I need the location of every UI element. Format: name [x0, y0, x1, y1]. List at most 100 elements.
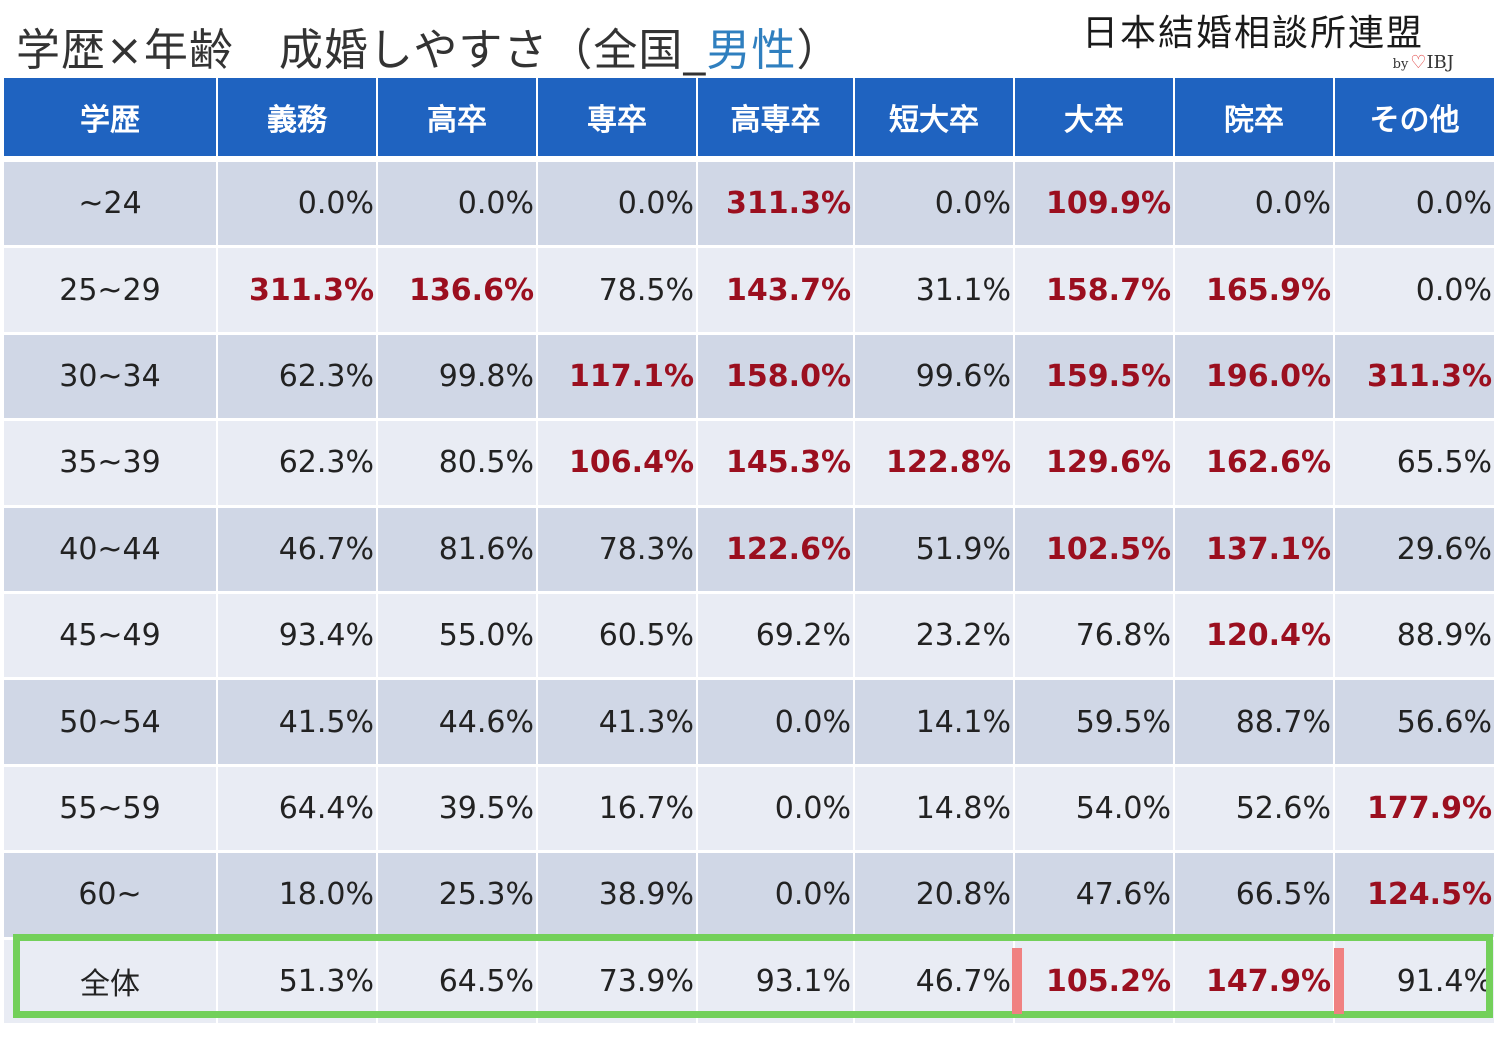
header-cell: 大卒: [1015, 78, 1175, 162]
table-cell: 145.3%: [698, 421, 855, 508]
table-cell: 88.7%: [1175, 680, 1335, 767]
row-label: 55~59: [4, 766, 218, 854]
table-cell: 143.7%: [698, 248, 855, 335]
table-cell: 124.5%: [1335, 853, 1496, 940]
table-cell: 122.6%: [698, 507, 855, 594]
row-label: 40~44: [4, 507, 218, 594]
table-cell: 80.5%: [378, 421, 538, 508]
table-cell: 311.3%: [218, 248, 378, 335]
table-cell: 0.0%: [218, 162, 378, 249]
table-cell: 62.3%: [218, 421, 378, 508]
table-cell: 44.6%: [378, 680, 538, 767]
table-cell: 38.9%: [538, 853, 698, 940]
logo-name: 日本結婚相談所連盟: [1082, 13, 1425, 54]
title-sex: 男性: [706, 25, 797, 76]
heart-icon: ♡: [1410, 52, 1427, 73]
table-cell: 78.5%: [538, 248, 698, 335]
table-cell: 99.6%: [855, 334, 1015, 422]
table-cell: 65.5%: [1335, 421, 1496, 508]
table-cell: 0.0%: [698, 853, 855, 940]
table-cell: 29.6%: [1335, 507, 1496, 594]
table-cell: 102.5%: [1015, 507, 1175, 594]
table-cell: 165.9%: [1175, 248, 1335, 335]
row-label: ~24: [4, 162, 218, 249]
table-cell: 76.8%: [1015, 593, 1175, 681]
table-cell: 31.1%: [855, 248, 1015, 335]
table-cell: 106.4%: [538, 421, 698, 508]
table-cell: 41.5%: [218, 680, 378, 767]
table-cell: 64.5%: [378, 939, 538, 1026]
table-cell: 158.7%: [1015, 248, 1175, 335]
table-cell: 117.1%: [538, 334, 698, 422]
table-cell: 105.2%: [1015, 939, 1175, 1026]
table-cell: 122.8%: [855, 421, 1015, 508]
header-cell: 学歴: [4, 78, 218, 162]
table-cell: 120.4%: [1175, 593, 1335, 681]
table-cell: 196.0%: [1175, 334, 1335, 422]
title-close: ）: [796, 25, 842, 76]
row-label: 全体: [4, 939, 218, 1026]
table-cell: 51.9%: [855, 507, 1015, 594]
table-cell: 73.9%: [538, 939, 698, 1026]
table-cell: 39.5%: [378, 766, 538, 854]
table-cell: 91.4%: [1335, 939, 1496, 1026]
table-cell: 0.0%: [1335, 162, 1496, 249]
table-cell: 311.3%: [698, 162, 855, 249]
table-cell: 23.2%: [855, 593, 1015, 681]
table-cell: 41.3%: [538, 680, 698, 767]
table-cell: 88.9%: [1335, 593, 1496, 681]
table-cell: 66.5%: [1175, 853, 1335, 940]
table-cell: 137.1%: [1175, 507, 1335, 594]
table-cell: 162.6%: [1175, 421, 1335, 508]
table-cell: 64.4%: [218, 766, 378, 854]
table-cell: 99.8%: [378, 334, 538, 422]
table-cell: 18.0%: [218, 853, 378, 940]
table-cell: 177.9%: [1335, 766, 1496, 854]
total-marker-left: [1012, 948, 1022, 1014]
row-label: 30~34: [4, 334, 218, 422]
title-main: 学歴×年齢 成婚しやすさ（全国_: [16, 25, 707, 76]
table-cell: 311.3%: [1335, 334, 1496, 422]
table-cell: 0.0%: [1175, 162, 1335, 249]
table-cell: 14.8%: [855, 766, 1015, 854]
table-cell: 20.8%: [855, 853, 1015, 940]
table-cell: 0.0%: [538, 162, 698, 249]
row-label: 45~49: [4, 593, 218, 681]
table-cell: 109.9%: [1015, 162, 1175, 249]
data-table: 学歴 義務 高卒 専卒 高専卒 短大卒 大卒 院卒 その他 ~24 0.0% 0.0% 0.0% 311.…: [4, 78, 1496, 1026]
header-cell: 短大卒: [855, 78, 1015, 162]
table-cell: 14.1%: [855, 680, 1015, 767]
table-cell: 93.1%: [698, 939, 855, 1026]
table-cell: 0.0%: [855, 162, 1015, 249]
table-cell: 56.6%: [1335, 680, 1496, 767]
row-label: 60~: [4, 853, 218, 940]
header-cell: 義務: [218, 78, 378, 162]
table-cell: 62.3%: [218, 334, 378, 422]
table-cell: 54.0%: [1015, 766, 1175, 854]
row-label: 35~39: [4, 421, 218, 508]
logo-by: by: [1392, 57, 1409, 72]
table-cell: 47.6%: [1015, 853, 1175, 940]
header-cell: 院卒: [1175, 78, 1335, 162]
table-cell: 93.4%: [218, 593, 378, 681]
table-cell: 0.0%: [698, 680, 855, 767]
table-cell: 52.6%: [1175, 766, 1335, 854]
table-cell: 69.2%: [698, 593, 855, 681]
logo-brand-text: IBJ: [1426, 52, 1454, 73]
total-marker-right: [1334, 948, 1344, 1014]
table-cell: 158.0%: [698, 334, 855, 422]
header-cell: 専卒: [538, 78, 698, 162]
logo: 日本結婚相談所連盟 by ♡IBJ: [1082, 4, 1454, 78]
header-cell: 高卒: [378, 78, 538, 162]
table-cell: 16.7%: [538, 766, 698, 854]
logo-brand: by ♡IBJ: [1393, 52, 1454, 73]
row-label: 50~54: [4, 680, 218, 767]
header-cell: 高専卒: [698, 78, 855, 162]
table-cell: 60.5%: [538, 593, 698, 681]
table-cell: 46.7%: [855, 939, 1015, 1026]
table-cell: 147.9%: [1175, 939, 1335, 1026]
table-cell: 136.6%: [378, 248, 538, 335]
table-cell: 159.5%: [1015, 334, 1175, 422]
table-cell: 59.5%: [1015, 680, 1175, 767]
table-cell: 25.3%: [378, 853, 538, 940]
